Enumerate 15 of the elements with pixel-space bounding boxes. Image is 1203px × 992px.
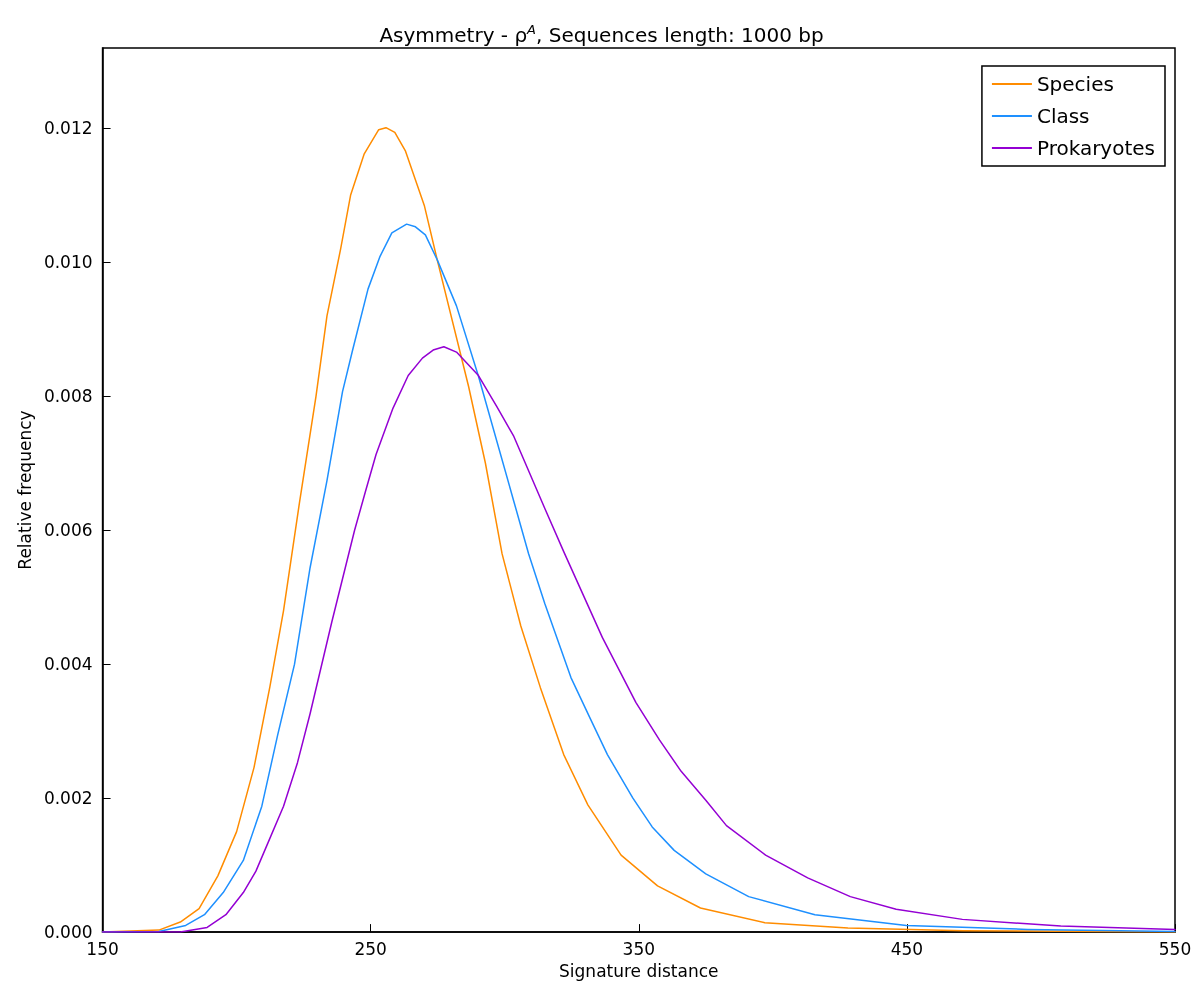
legend-label: Species <box>1036 72 1114 96</box>
legend-label: Prokaryotes <box>1036 136 1155 160</box>
x-tick-label: 450 <box>890 938 924 959</box>
x-axis-title: Signature distance <box>559 960 719 981</box>
y-tick-label: 0.012 <box>43 118 93 139</box>
x-tick-label: 250 <box>354 938 387 959</box>
y-axis-title: Relative frequency <box>14 410 35 570</box>
x-tick-label: 550 <box>1158 938 1192 959</box>
x-tick-label: 350 <box>622 938 656 959</box>
legend-label: Class <box>1036 104 1090 128</box>
y-tick-label: 0.006 <box>43 520 93 541</box>
y-tick-label: 0.010 <box>43 252 93 273</box>
y-tick-label: 0.008 <box>43 386 93 407</box>
y-tick-label: 0.004 <box>43 654 93 675</box>
y-tick-label: 0.002 <box>43 788 93 809</box>
